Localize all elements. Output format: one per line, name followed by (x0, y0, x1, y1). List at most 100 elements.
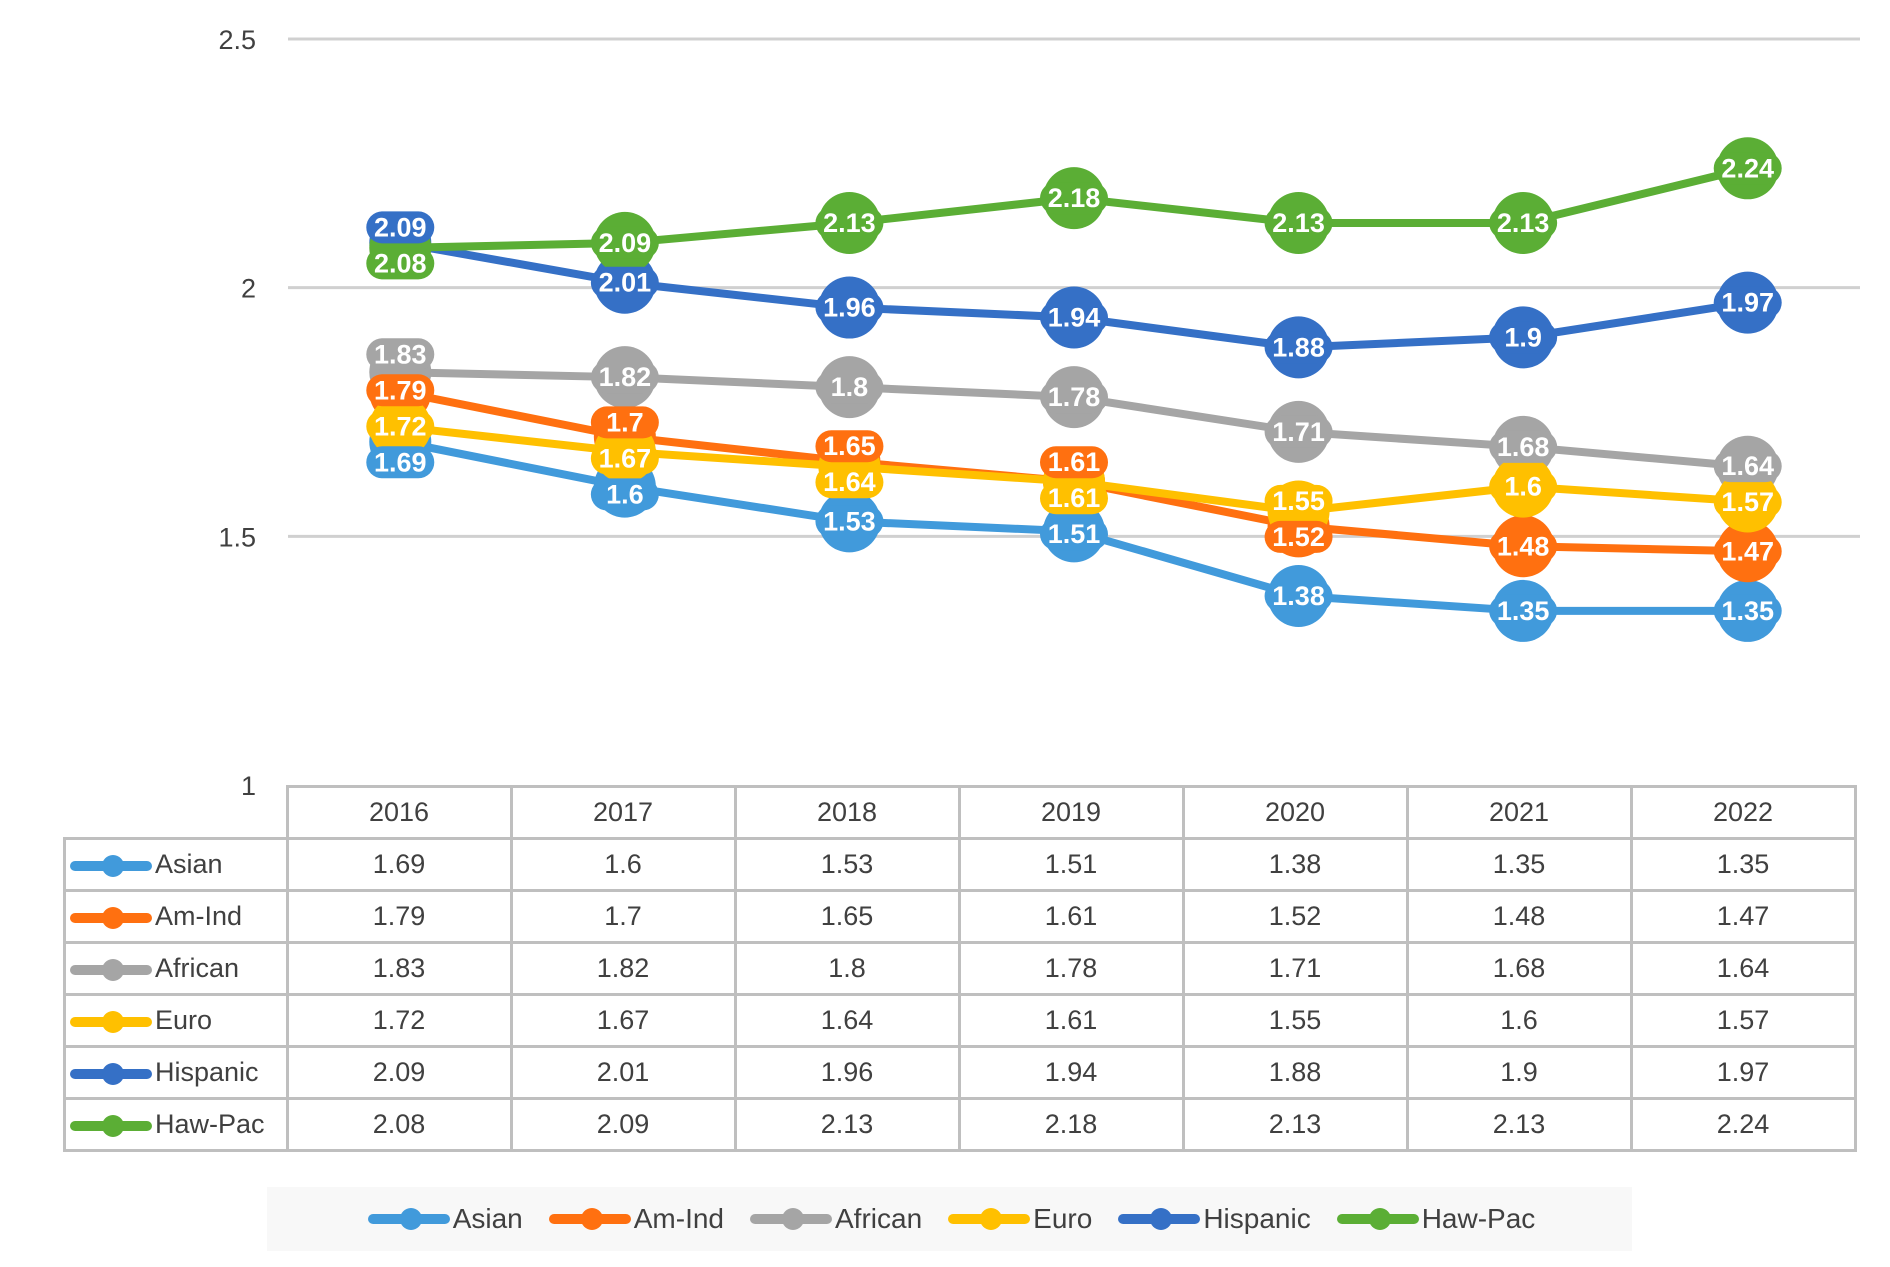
data-label-background (1264, 207, 1333, 240)
table-cell: 1.68 (1405, 941, 1633, 996)
table-cell: 1.65 (733, 889, 961, 944)
data-label: 1.96 (823, 293, 876, 323)
data-label-background (590, 226, 659, 259)
legend-item: Asian (364, 1203, 523, 1235)
data-label-background (1264, 415, 1333, 448)
data-label: 2.08 (374, 248, 427, 278)
legend-label: Asian (452, 1203, 523, 1234)
table-row: African 1.83 1.82 1.8 1.78 1.71 1.68 1.64 (63, 941, 1857, 996)
data-label-background (1264, 484, 1333, 517)
table-cell: 1.64 (1629, 941, 1857, 996)
table-cell: 1.38 (1181, 837, 1409, 892)
table-cell: 1.6 (509, 837, 737, 892)
data-label-background (1713, 486, 1782, 519)
series-name: Hispanic (155, 1057, 259, 1087)
data-label: 1.6 (1504, 472, 1542, 502)
legend-label: Am-Ind (633, 1203, 724, 1234)
data-label-background (1040, 381, 1108, 414)
table-cell: 1.61 (957, 889, 1185, 944)
table-row: Asian 1.69 1.6 1.53 1.51 1.38 1.35 1.35 (63, 837, 1857, 892)
data-label: 2.24 (1721, 153, 1774, 183)
data-label: 1.68 (1497, 432, 1550, 462)
data-label: 1.52 (1272, 522, 1325, 552)
table-cell: 1.9 (1405, 1045, 1633, 1100)
y-tick-label: 2.5 (218, 25, 256, 55)
table-cell: 1.61 (957, 993, 1185, 1048)
data-label-background (1264, 580, 1333, 613)
data-label: 1.57 (1721, 487, 1774, 517)
series-row-header: African (63, 941, 289, 996)
data-label-background (1489, 321, 1558, 354)
data-label-background (1713, 450, 1782, 483)
y-tick-label: 2 (241, 274, 256, 304)
data-label: 1.61 (1048, 483, 1101, 513)
table-cell: 1.35 (1405, 837, 1633, 892)
series-row-header: Asian (63, 837, 289, 892)
chart-legend: Asian Am-Ind African Euro Hispanic Haw-Pac (267, 1187, 1632, 1251)
x-category-label: 2019 (957, 785, 1185, 840)
series-key-icon (70, 958, 152, 981)
data-label-background (1040, 446, 1108, 479)
data-label: 2.09 (374, 212, 427, 242)
table-cell: 1.57 (1629, 993, 1857, 1048)
table-header-row: 2016 2017 2018 2019 2020 2021 2022 (64, 785, 1857, 840)
data-label: 1.67 (599, 443, 652, 473)
data-label: 1.88 (1272, 332, 1325, 362)
table-cell: 1.64 (733, 993, 961, 1048)
series-key-icon (70, 1062, 152, 1085)
table-cell: 1.79 (285, 889, 513, 944)
table-cell: 1.94 (957, 1045, 1185, 1100)
data-label: 1.55 (1272, 486, 1325, 516)
series-name: African (155, 953, 240, 983)
data-label: 2.09 (599, 228, 652, 258)
data-label: 1.97 (1721, 288, 1774, 318)
data-label-background (1713, 152, 1782, 185)
data-label: 2.13 (1497, 208, 1550, 238)
data-label: 1.83 (374, 339, 427, 369)
data-label-background (590, 361, 659, 394)
data-label-background (815, 207, 884, 240)
data-label-background (815, 371, 884, 404)
series-name: Asian (155, 849, 223, 879)
legend-item: Hispanic (1114, 1203, 1311, 1235)
legend-key-icon (1118, 1208, 1201, 1230)
data-label-background (815, 466, 884, 499)
data-label: 2.01 (599, 268, 652, 298)
data-label-background (1489, 594, 1558, 627)
data-label: 1.35 (1721, 596, 1774, 626)
data-table: 2016 2017 2018 2019 2020 2021 2022 Asian 1.69 1.6… (63, 785, 1857, 1152)
data-label: 1.72 (374, 411, 427, 441)
table-cell: 1.35 (1629, 837, 1857, 892)
x-category-label: 2022 (1629, 785, 1857, 840)
data-label: 1.65 (823, 431, 876, 461)
data-label-background (815, 291, 884, 324)
data-label-background (590, 478, 659, 511)
table-cell: 1.53 (733, 837, 961, 892)
table-cell: 1.78 (957, 941, 1185, 996)
table-cell: 1.72 (285, 993, 513, 1048)
legend-key-icon (750, 1208, 832, 1230)
series-row-header: Hispanic (63, 1045, 289, 1100)
x-category-label: 2020 (1181, 785, 1409, 840)
data-label: 1.51 (1048, 519, 1101, 549)
data-label: 1.35 (1497, 596, 1550, 626)
table-cell: 2.01 (509, 1045, 737, 1100)
table-cell: 1.69 (285, 837, 513, 892)
data-label: 1.64 (1721, 451, 1774, 481)
data-label: 2.13 (1272, 208, 1325, 238)
legend-item: Haw-Pac (1333, 1203, 1535, 1235)
series-row-header: Euro (63, 993, 289, 1048)
data-label-background (366, 374, 435, 407)
table-cell: 2.13 (1405, 1097, 1633, 1152)
table-cell: 2.09 (509, 1097, 737, 1152)
data-label: 1.94 (1048, 303, 1101, 333)
table-cell: 1.96 (733, 1045, 961, 1100)
data-label: 1.71 (1272, 417, 1325, 447)
data-label-background (366, 211, 435, 244)
data-label-background (366, 247, 435, 280)
table-cell: 1.51 (957, 837, 1185, 892)
data-label: 1.79 (374, 375, 427, 405)
data-label: 2.13 (823, 208, 876, 238)
y-tick-label: 1.5 (218, 522, 256, 552)
series-key-icon (70, 1114, 152, 1137)
